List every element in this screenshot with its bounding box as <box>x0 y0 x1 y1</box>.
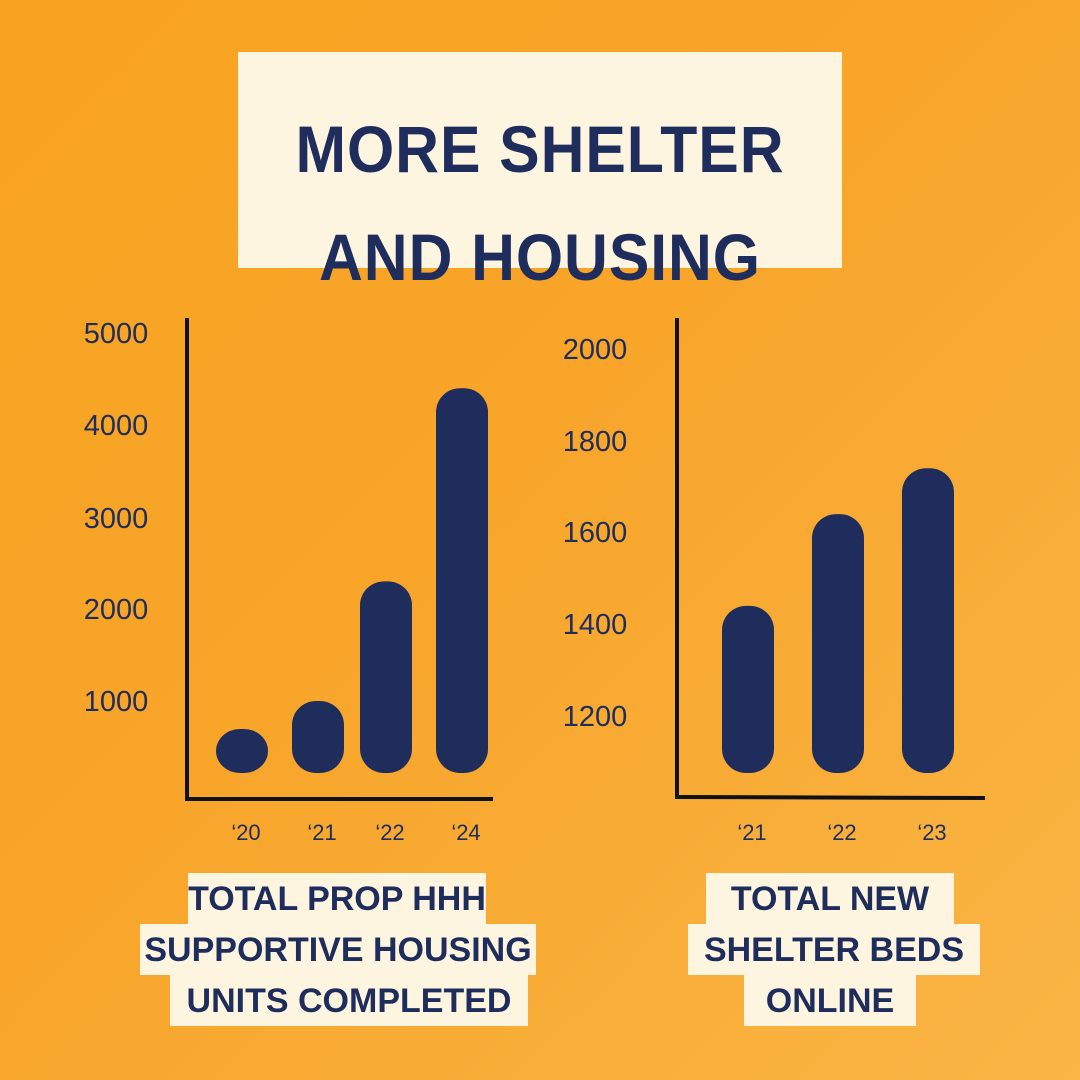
x-category-label: ‘21 <box>307 820 336 845</box>
caption-2-line-1: TOTAL NEW <box>706 873 954 924</box>
chart-supportive-housing: 5000 4000 3000 2000 1000 ‘20 ‘21 ‘22 ‘24 <box>84 318 493 845</box>
x-category-label: ‘23 <box>917 820 946 845</box>
x-axis-line <box>674 795 986 800</box>
x-category-label: ‘21 <box>737 820 766 845</box>
caption-2-line-2: SHELTER BEDS <box>688 924 980 975</box>
x-category-label: ‘22 <box>375 820 404 845</box>
y-tick-label: 2000 <box>84 594 149 626</box>
y-tick-label: 4000 <box>84 410 149 442</box>
x-category-label: ‘24 <box>451 820 480 845</box>
bar-21 <box>722 605 774 773</box>
bar-22 <box>812 514 864 773</box>
y-tick-label: 2000 <box>563 334 628 366</box>
bar-22 <box>360 581 412 773</box>
bar-24 <box>436 388 488 773</box>
x-category-label: ‘20 <box>231 820 260 845</box>
y-tick-label: 3000 <box>84 503 149 535</box>
title-line-1: MORE SHELTER <box>295 112 785 186</box>
caption-1-line-2: SUPPORTIVE HOUSING <box>140 924 536 975</box>
title-box: MORE SHELTER AND HOUSING <box>238 52 842 290</box>
title-line-2: AND HOUSING <box>319 220 761 294</box>
y-tick-label: 1400 <box>563 609 628 641</box>
bar-21 <box>292 701 344 773</box>
y-tick-label: 1200 <box>563 701 628 733</box>
caption-1-line-3: UNITS COMPLETED <box>170 975 528 1026</box>
y-tick-label: 1000 <box>84 686 149 718</box>
caption-1-line-1: TOTAL PROP HHH <box>188 873 486 924</box>
x-category-label: ‘22 <box>827 820 856 845</box>
y-tick-label: 5000 <box>84 318 149 350</box>
caption-2-line-3: ONLINE <box>744 975 916 1026</box>
bar-23 <box>902 468 954 773</box>
bar-20 <box>216 729 268 773</box>
y-tick-label: 1800 <box>563 426 628 458</box>
y-tick-label: 1600 <box>563 517 628 549</box>
chart-shelter-beds: 2000 1800 1600 1400 1200 ‘21 ‘22 ‘23 <box>563 318 986 845</box>
